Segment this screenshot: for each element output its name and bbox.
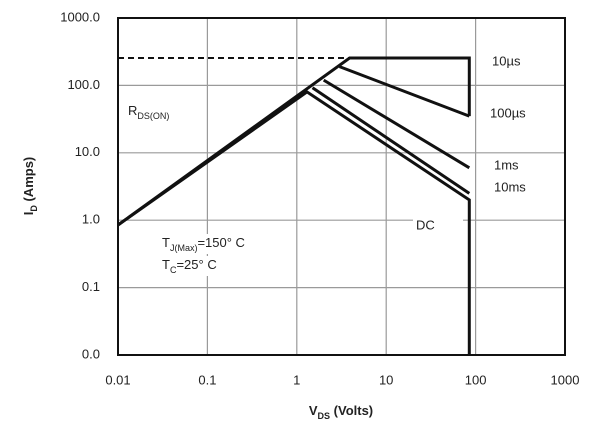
annotation: TC=25° C [162, 257, 217, 275]
y-tick-label: 1.0 [82, 212, 100, 227]
label-subscript: J(Max) [170, 243, 198, 253]
label-rest: =25° C [176, 257, 216, 272]
label-subscript: DS(ON) [137, 111, 169, 121]
y-tick-label: 1000.0 [60, 9, 100, 24]
y-tick-label: 10.0 [75, 144, 100, 159]
x-tick-label: 1000 [551, 372, 580, 387]
series-label: 1ms [494, 157, 519, 172]
plot-frame [117, 17, 566, 356]
label-background [487, 105, 537, 123]
series-label: 10µs [492, 53, 521, 68]
label-main: I [21, 212, 36, 216]
y-tick-label: 0.1 [82, 279, 100, 294]
soa-line [338, 65, 470, 118]
label-background [491, 157, 541, 175]
y-tick-label: 100.0 [67, 77, 100, 92]
y-axis-label: ID (Amps) [21, 157, 39, 216]
label-rest: (Volts) [330, 403, 373, 418]
label-main: T [162, 257, 170, 272]
label-rest: (Amps) [21, 157, 36, 205]
label-rest: =150° C [197, 235, 244, 250]
x-tick-label: 0.1 [198, 372, 216, 387]
label-background [413, 217, 463, 235]
label-main: T [162, 235, 170, 250]
label-subscript: D [29, 205, 39, 212]
annotation: RDS(ON) [128, 103, 169, 121]
soa-line [117, 56, 471, 227]
y-tick-label: 0.0 [82, 346, 100, 361]
x-tick-label: 0.01 [105, 372, 130, 387]
annotation: TJ(Max)=150° C [162, 235, 245, 253]
x-tick-label: 100 [465, 372, 487, 387]
soa-line [322, 78, 471, 170]
annotation-background [158, 234, 278, 254]
series-label: 10ms [494, 179, 526, 194]
label-subscript: C [170, 265, 177, 275]
label-main: R [128, 103, 137, 118]
series-label: DC [416, 217, 435, 232]
series-label: 100µs [490, 105, 526, 120]
x-axis-label: VDS (Volts) [309, 403, 373, 421]
label-subscript: DS [318, 411, 331, 421]
x-tick-label: 1 [293, 372, 300, 387]
annotation-background [158, 256, 278, 276]
soa-line [117, 90, 471, 355]
soa-line [311, 86, 471, 195]
label-main: V [309, 403, 318, 418]
x-tick-label: 10 [379, 372, 393, 387]
label-background [489, 53, 539, 71]
annotation-background [124, 102, 200, 122]
label-background [491, 179, 541, 197]
